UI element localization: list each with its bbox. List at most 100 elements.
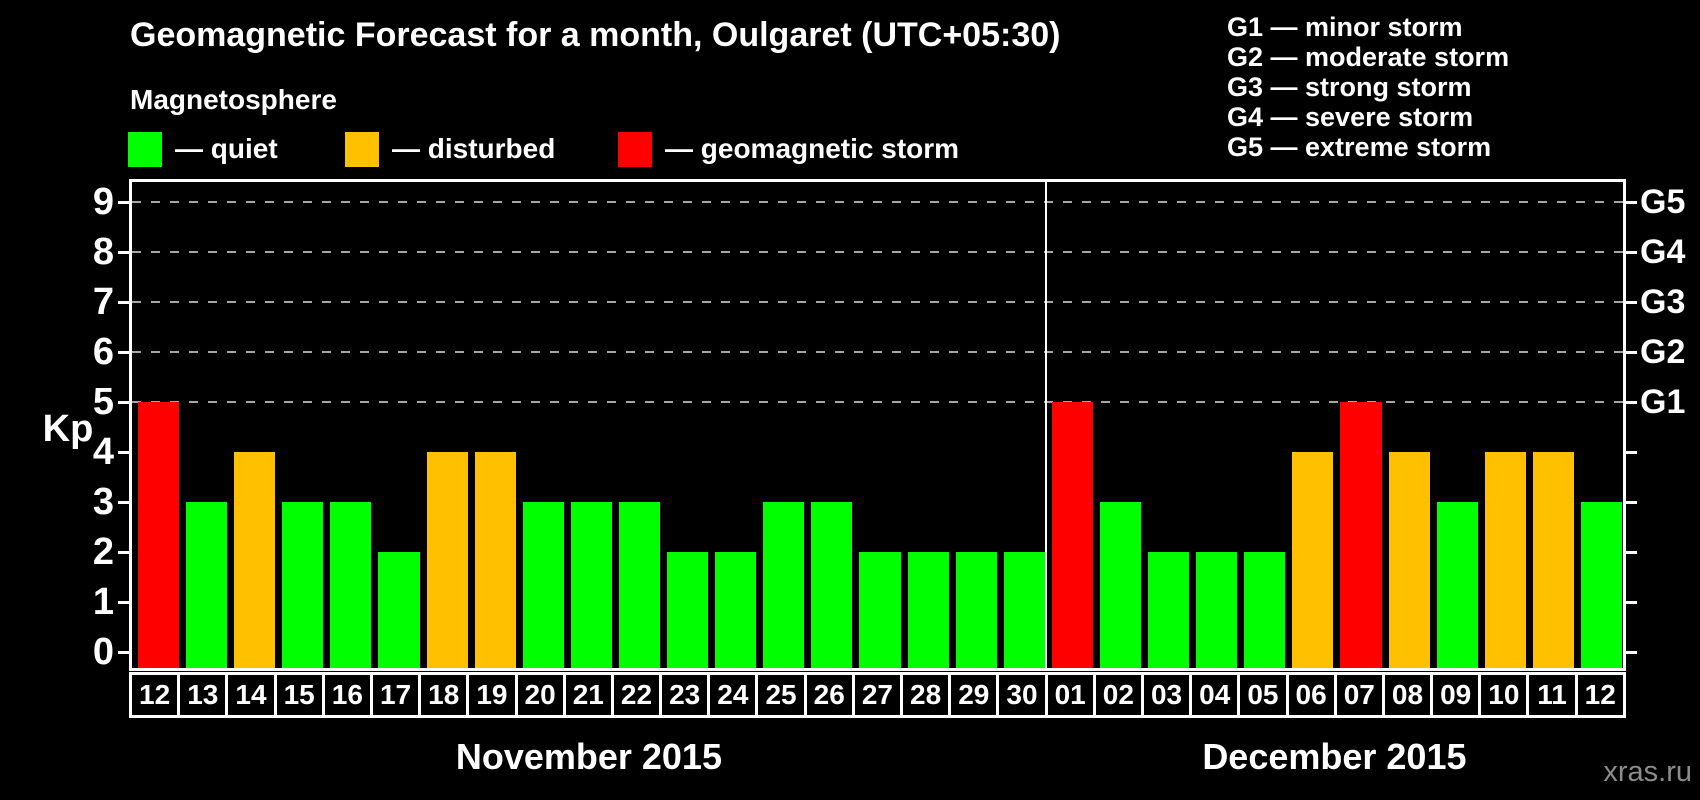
legend-label: — quiet [175, 133, 278, 164]
y-axis-tick-label: 2 [92, 531, 114, 573]
watermark: xras.ru [1603, 756, 1692, 788]
day-cell-25: 25 [755, 672, 807, 718]
month-label-0: November 2015 [455, 736, 722, 777]
day-cell-12: 12 [1574, 672, 1626, 718]
y-axis-tick-left [118, 501, 131, 504]
kp-bar-day-09 [1436, 502, 1478, 668]
gridline-kp-5 [132, 401, 1623, 403]
kp-bar-day-12 [138, 402, 180, 668]
kp-bar-day-07 [1340, 402, 1382, 668]
y-axis-tick-label: 7 [92, 281, 114, 323]
day-cell-03: 03 [1140, 672, 1193, 718]
day-cell-23: 23 [659, 672, 711, 718]
y-axis-tick-label: 8 [92, 231, 114, 273]
g-level-label-g4: G4 [1640, 233, 1686, 271]
day-cell-05: 05 [1237, 672, 1289, 718]
day-cell-06: 06 [1285, 672, 1337, 718]
day-cell-08: 08 [1381, 672, 1434, 718]
day-cell-13: 13 [177, 672, 229, 718]
y-axis-tick-right [1624, 201, 1637, 204]
y-axis-tick-left [118, 301, 131, 304]
kp-bar-day-08 [1388, 452, 1430, 668]
legend-item: — geomagnetic storm [618, 130, 959, 168]
day-cell-11: 11 [1526, 672, 1578, 718]
y-axis-tick-left [118, 551, 131, 554]
day-cell-10: 10 [1478, 672, 1530, 718]
g-level-label-g3: G3 [1640, 283, 1686, 321]
magnetosphere-legend: — quiet — disturbed — geomagnetic storm [128, 130, 1078, 170]
y-axis-tick-left [118, 351, 131, 354]
day-cell-27: 27 [851, 672, 903, 718]
kp-bar-day-11 [1532, 452, 1574, 668]
y-axis-tick-label: 3 [92, 481, 114, 523]
g-level-label-g2: G2 [1640, 333, 1686, 371]
kp-bar-day-28 [907, 552, 949, 668]
kp-bar-day-13 [186, 502, 228, 668]
chart-title: Geomagnetic Forecast for a month, Oulgar… [130, 16, 1061, 54]
legend-item: — disturbed [345, 130, 555, 168]
y-axis-tick-label: 4 [92, 431, 114, 473]
y-axis-tick-label: 9 [92, 181, 114, 223]
kp-bar-day-12 [1580, 502, 1622, 668]
day-cell-02: 02 [1092, 672, 1144, 718]
g-scale-legend-line: G3 — strong storm [1227, 72, 1472, 102]
y-axis-tick-left [118, 651, 131, 654]
day-cell-26: 26 [803, 672, 855, 718]
y-axis-tick-right [1624, 251, 1637, 254]
y-axis-tick-right [1624, 651, 1637, 654]
legend-swatch-disturbed [345, 131, 379, 167]
kp-bar-day-20 [522, 502, 564, 668]
y-axis-tick-label: 6 [92, 331, 114, 373]
kp-bar-day-05 [1244, 552, 1286, 668]
month-label-1: December 2015 [1202, 736, 1467, 777]
day-cell-24: 24 [707, 672, 759, 718]
kp-bar-day-24 [715, 552, 757, 668]
day-cell-01: 01 [1044, 672, 1096, 718]
gridline-kp-7 [132, 301, 1623, 303]
kp-bar-day-30 [1003, 552, 1045, 668]
y-axis-tick-right [1624, 451, 1637, 454]
day-cell-17: 17 [369, 672, 422, 718]
legend-swatch-storm [618, 131, 652, 167]
legend-item: — quiet [128, 130, 278, 168]
kp-bar-day-22 [618, 502, 661, 668]
g-level-label-g5: G5 [1640, 183, 1686, 221]
kp-bar-day-10 [1484, 452, 1526, 668]
day-cell-07: 07 [1333, 672, 1385, 718]
y-axis-tick-right [1624, 301, 1637, 304]
y-axis-tick-left [118, 251, 131, 254]
legend-label: — disturbed [392, 133, 556, 164]
kp-bar-day-03 [1148, 552, 1190, 668]
g-level-label-g1: G1 [1640, 383, 1686, 421]
y-axis-tick-right [1624, 351, 1637, 354]
day-cell-29: 29 [948, 672, 1000, 718]
legend-swatch-quiet [128, 131, 162, 167]
kp-bar-day-21 [570, 502, 612, 668]
kp-bar-day-23 [667, 552, 709, 668]
y-axis-tick-left [118, 201, 131, 204]
day-cell-28: 28 [900, 672, 952, 718]
kp-bar-day-17 [378, 552, 420, 668]
kp-bar-day-29 [955, 552, 997, 668]
day-cell-14: 14 [225, 672, 277, 718]
kp-bar-day-16 [330, 502, 372, 668]
kp-bar-day-26 [811, 502, 853, 668]
day-cell-16: 16 [321, 672, 373, 718]
y-axis-tick-label: 0 [92, 631, 114, 673]
kp-bar-day-14 [234, 452, 276, 668]
day-cell-20: 20 [514, 672, 566, 718]
kp-bar-day-15 [282, 502, 324, 668]
day-cell-30: 30 [996, 672, 1048, 718]
y-axis-tick-label: 1 [92, 581, 114, 623]
g-scale-legend-line: G2 — moderate storm [1227, 42, 1510, 72]
g-scale-legend: G1 — minor storm G2 — moderate storm G3 — … [1227, 12, 1509, 162]
legend-label: — geomagnetic storm [665, 133, 960, 164]
day-cell-22: 22 [610, 672, 663, 718]
kp-bar-day-01 [1051, 402, 1093, 668]
kp-bar-day-04 [1196, 552, 1238, 668]
g-scale-legend-line: G1 — minor storm [1227, 12, 1463, 42]
day-cell-21: 21 [562, 672, 614, 718]
g-scale-legend-line: G5 — extreme storm [1227, 132, 1492, 162]
y-axis-tick-left [118, 601, 131, 604]
kp-bar-day-25 [763, 502, 805, 668]
